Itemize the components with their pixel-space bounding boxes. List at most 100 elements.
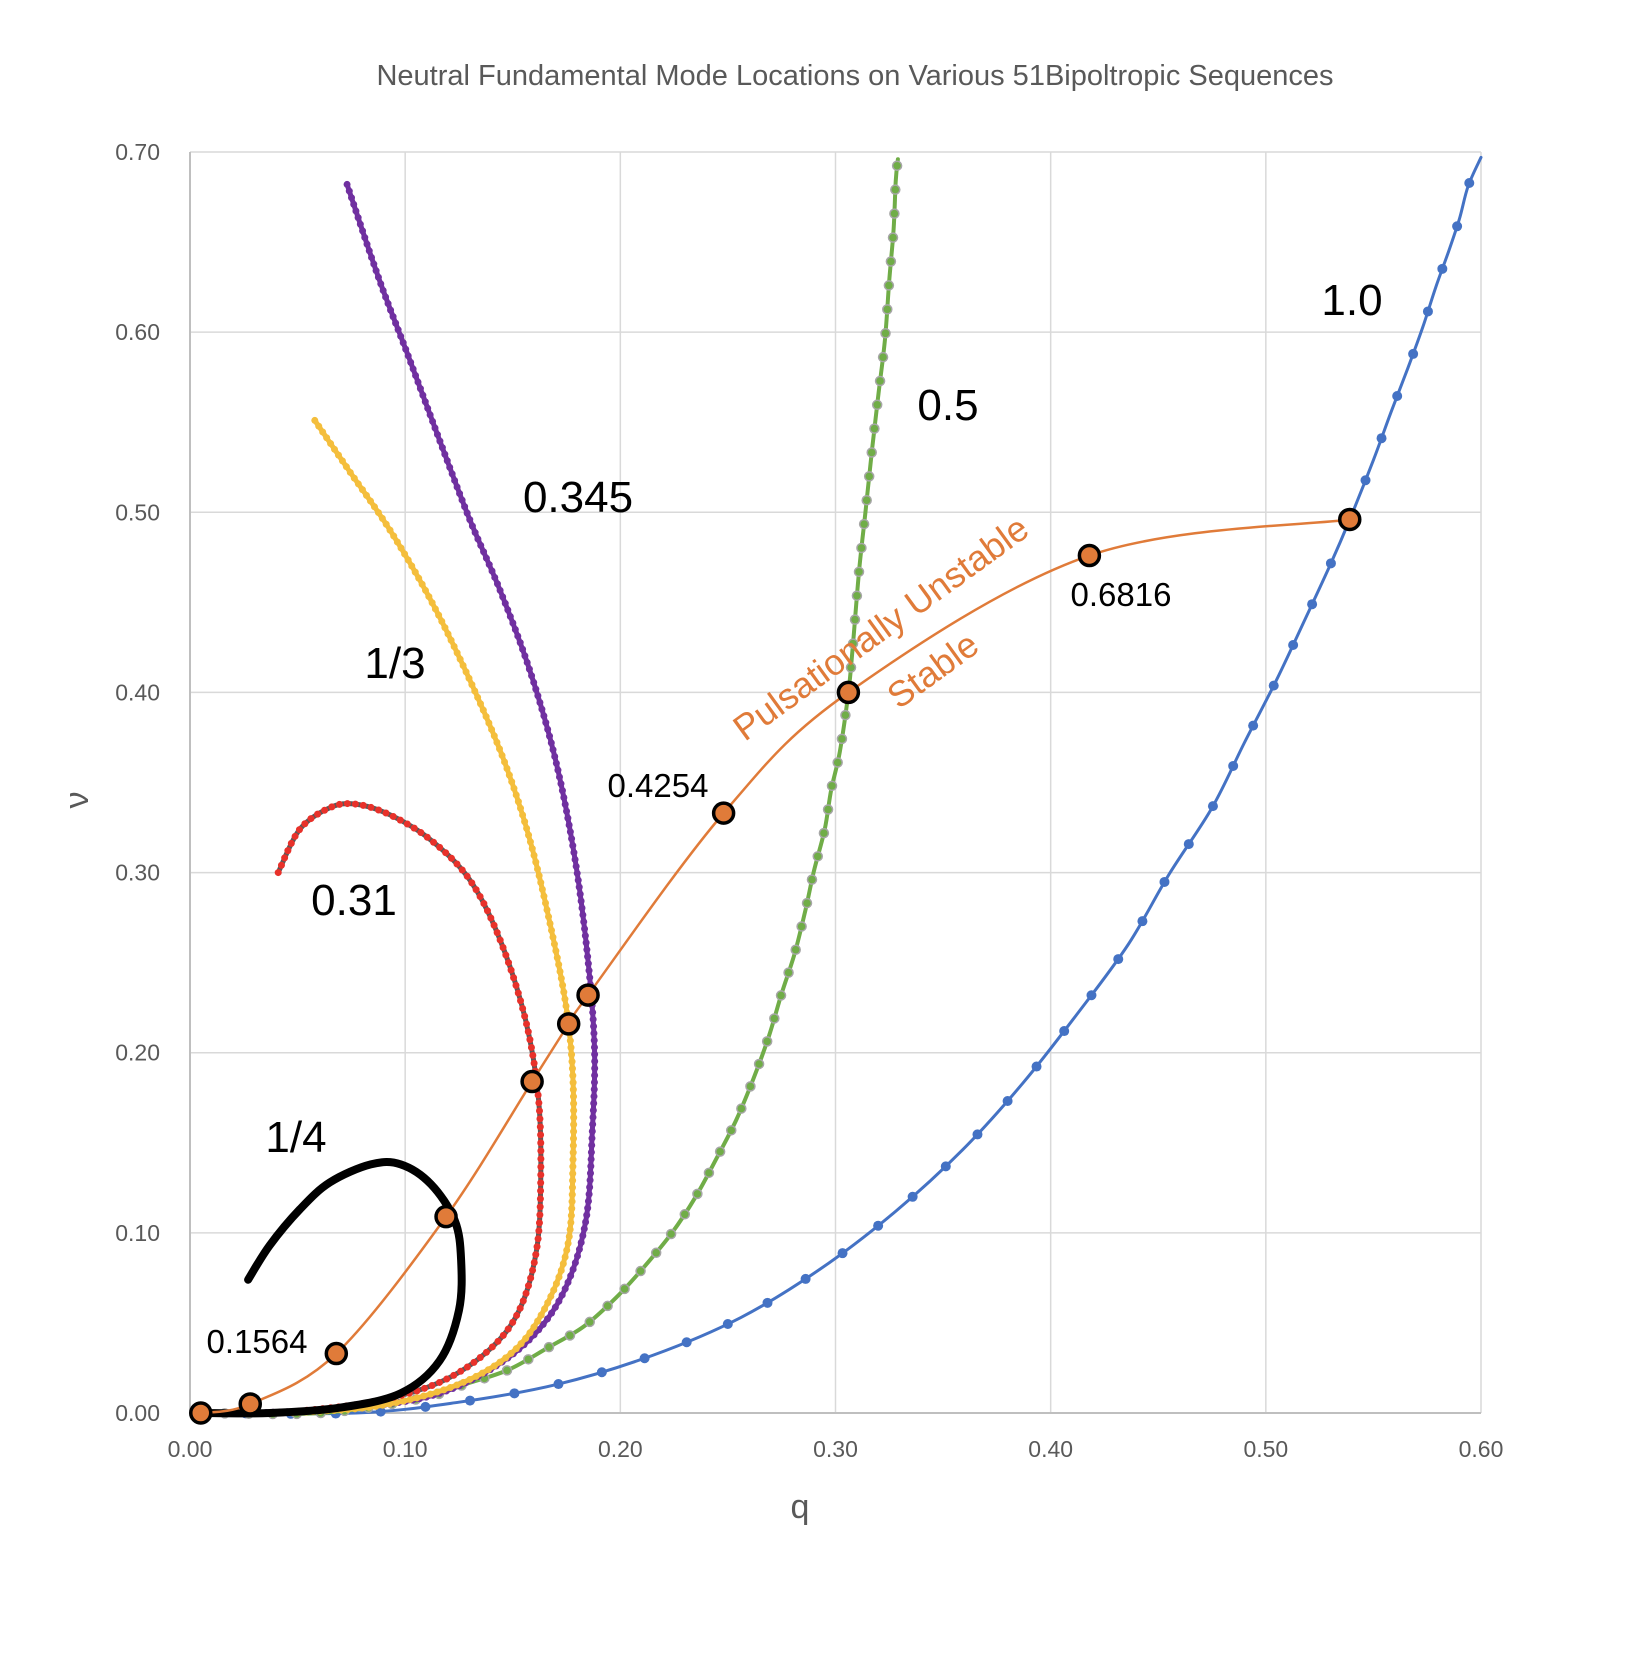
data-point <box>552 1280 560 1288</box>
data-point <box>521 818 529 826</box>
data-point <box>533 865 541 873</box>
x-axis-title: q <box>791 1488 810 1526</box>
data-point <box>440 1350 448 1358</box>
data-point <box>590 1092 598 1100</box>
data-point <box>443 457 451 465</box>
data-point <box>491 573 499 581</box>
data-point <box>368 1398 376 1406</box>
data-point <box>429 417 437 425</box>
data-point <box>466 516 474 524</box>
data-point <box>448 1331 456 1339</box>
data-point <box>874 375 886 387</box>
data-point <box>433 1388 441 1396</box>
data-point <box>907 1191 918 1202</box>
series-0-5 <box>195 157 903 1420</box>
data-point <box>314 810 322 818</box>
data-point <box>553 1379 564 1390</box>
data-point <box>596 1367 607 1378</box>
data-point <box>523 1020 531 1028</box>
data-point <box>435 1378 443 1386</box>
data-point <box>526 1036 534 1044</box>
data-point <box>484 1366 492 1374</box>
data-point <box>412 371 420 379</box>
data-point <box>426 411 434 419</box>
data-point <box>586 974 594 982</box>
data-point <box>465 674 473 682</box>
data-point <box>402 345 410 353</box>
data-point <box>415 574 423 582</box>
data-point <box>560 793 568 801</box>
data-point <box>590 1022 598 1030</box>
data-point <box>478 1369 486 1377</box>
data-point <box>456 490 464 498</box>
data-point <box>312 1189 320 1197</box>
data-point <box>382 293 390 301</box>
data-point <box>389 812 397 820</box>
data-point <box>1422 306 1433 317</box>
data-point <box>619 1283 630 1295</box>
data-point <box>453 649 461 657</box>
data-point <box>496 586 504 594</box>
data-point <box>441 624 449 632</box>
data-point <box>1392 391 1403 402</box>
data-point <box>517 997 525 1005</box>
data-point <box>421 1373 429 1381</box>
series-group <box>195 155 1483 1420</box>
data-point <box>438 617 446 625</box>
data-point <box>490 921 498 929</box>
data-point <box>441 450 449 458</box>
data-point <box>536 698 544 706</box>
data-point <box>851 590 863 601</box>
data-point <box>456 655 464 663</box>
data-point <box>260 1250 268 1258</box>
data-point <box>530 1258 538 1266</box>
data-point <box>856 542 867 554</box>
data-point <box>584 960 592 968</box>
data-point <box>891 160 903 171</box>
data-point <box>589 1113 597 1121</box>
data-point <box>569 1072 577 1080</box>
data-point <box>307 815 315 823</box>
neutral-point-label: 0.1564 <box>207 1323 308 1360</box>
data-point <box>514 798 522 806</box>
data-point <box>442 849 450 857</box>
data-point <box>863 471 875 482</box>
data-point <box>498 751 506 759</box>
y-tick-label: 0.00 <box>115 1400 160 1426</box>
data-point <box>315 422 323 430</box>
data-point <box>291 1211 299 1219</box>
data-point <box>762 1297 773 1308</box>
series-line <box>199 155 1483 1416</box>
data-point <box>589 1106 597 1114</box>
data-point <box>585 967 593 975</box>
data-point <box>482 554 490 562</box>
y-tick-label: 0.10 <box>115 1220 160 1246</box>
data-point <box>453 1381 461 1389</box>
data-point <box>456 1242 464 1250</box>
data-point <box>555 1273 563 1281</box>
data-point <box>524 1028 532 1036</box>
data-point <box>847 638 859 649</box>
data-point <box>853 566 865 578</box>
data-point <box>869 423 880 434</box>
data-point <box>382 809 390 817</box>
data-point <box>529 1051 537 1059</box>
data-point <box>496 1358 504 1366</box>
neutral-mode-point <box>1337 507 1362 532</box>
neutral-point-label: 0.6816 <box>1071 576 1172 613</box>
data-point <box>392 1399 400 1407</box>
data-point <box>493 580 501 588</box>
data-point <box>368 253 376 261</box>
data-point <box>440 1196 448 1204</box>
data-point <box>544 1299 552 1307</box>
curve-label: 1.0 <box>1321 276 1382 325</box>
data-point <box>840 709 851 721</box>
data-point <box>438 444 446 452</box>
data-point <box>387 306 395 314</box>
data-point <box>584 1316 595 1328</box>
data-point <box>555 1297 563 1305</box>
data-point <box>537 1171 545 1179</box>
data-point <box>331 445 339 453</box>
data-point <box>319 1183 327 1191</box>
